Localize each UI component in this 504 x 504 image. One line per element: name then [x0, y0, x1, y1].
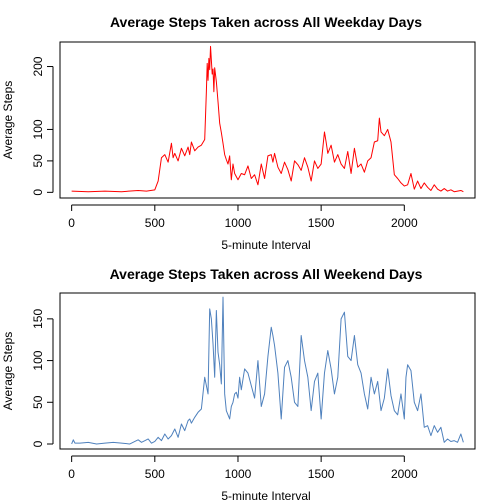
x-tick-label: 0 [68, 216, 75, 230]
y-tick-label: 0 [31, 189, 45, 196]
y-axis-ticks: 0 50 100 200 [31, 56, 54, 196]
x-tick-label: 0 [68, 467, 75, 481]
series-lines [71, 296, 464, 445]
series-line [71, 296, 464, 445]
chart-title: Average Steps Taken across All Weekend D… [110, 266, 423, 282]
x-tick-label: 2000 [391, 467, 418, 481]
series-lines [71, 45, 464, 193]
y-axis-label: Average Steps [1, 81, 15, 160]
y-tick-label: 50 [31, 154, 45, 168]
y-tick-label: 50 [31, 395, 45, 409]
y-tick-label: 100 [31, 119, 45, 139]
x-tick-label: 1500 [308, 216, 335, 230]
y-axis-label: Average Steps [1, 332, 15, 411]
y-tick-label: 150 [31, 309, 45, 329]
series-line [71, 45, 464, 193]
x-tick-label: 1000 [225, 467, 252, 481]
x-tick-label: 500 [145, 216, 165, 230]
x-axis-label: 5-minute Interval [221, 489, 310, 503]
x-tick-label: 1500 [308, 467, 335, 481]
x-tick-label: 2000 [391, 216, 418, 230]
x-axis-ticks: 0 500 1000 1500 2000 [68, 455, 418, 481]
x-axis-ticks: 0 500 1000 1500 2000 [68, 204, 418, 230]
chart-title: Average Steps Taken across All Weekday D… [110, 14, 422, 30]
x-tick-label: 1000 [225, 216, 252, 230]
y-tick-label: 100 [31, 350, 45, 370]
y-tick-label: 0 [31, 440, 45, 447]
weekday-chart-panel: Average Steps Taken across All Weekday D… [1, 14, 476, 252]
weekend-chart-panel: Average Steps Taken across All Weekend D… [1, 266, 476, 503]
y-tick-label: 200 [31, 56, 45, 76]
y-axis-ticks: 0 50 100 150 [31, 309, 54, 447]
plot-frame [59, 41, 476, 199]
x-tick-label: 500 [145, 467, 165, 481]
plot-frame [59, 292, 476, 450]
x-axis-label: 5-minute Interval [221, 238, 310, 252]
